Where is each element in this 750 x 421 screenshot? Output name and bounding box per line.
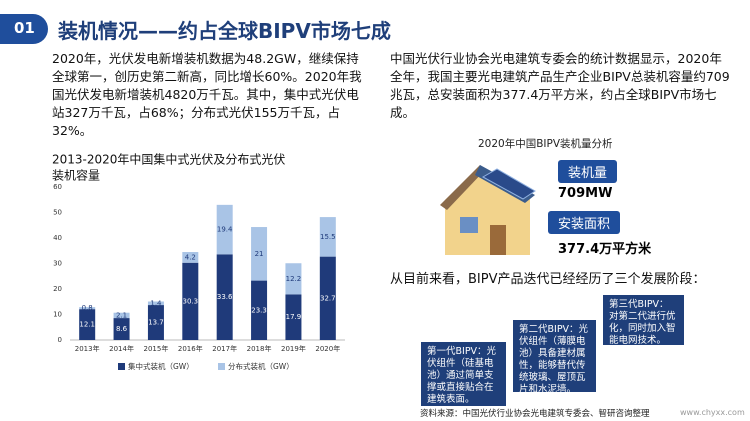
bar-segment <box>251 227 268 281</box>
legend-swatch <box>218 363 225 370</box>
area-tag: 安装面积 <box>548 211 621 234</box>
chart: 2013-2020年中国集中式光伏及分布式光伏 装机容量 0 10 20 30 40 50 6… <box>52 152 345 371</box>
house-icon <box>440 165 536 255</box>
bar-segment <box>113 312 130 319</box>
y-tick-label: 40 <box>53 234 62 242</box>
capacity-tag: 装机量 <box>558 160 618 183</box>
chart-title: 2013-2020年中国集中式光伏及分布式光伏 <box>52 152 285 167</box>
data-label: 0.8 <box>82 304 93 312</box>
header-badge <box>0 14 48 44</box>
x-tick-label: 2019年 <box>281 344 306 353</box>
bar-segment <box>182 252 199 263</box>
bar-segment <box>79 309 96 340</box>
stage-3: 第三代BIPV：对第二代进行优化，同时加入智能电网技术。 <box>600 295 684 346</box>
bar-segment <box>182 262 199 340</box>
website: www.chyxx.com <box>680 408 745 417</box>
x-tick-label: 2020年 <box>315 344 340 353</box>
x-tick-label: 2014年 <box>109 344 134 353</box>
data-label: 32.7 <box>320 294 336 302</box>
data-label: 8.6 <box>116 325 128 333</box>
area-value: 377.4万平方米 <box>558 242 652 257</box>
y-tick-label: 30 <box>53 260 62 268</box>
x-tick-label: 2015年 <box>144 344 169 353</box>
data-label: 12.2 <box>286 275 302 283</box>
left-paragraph: 2020年，光伏发电新增装机数据为48.2GW，继续保持全球第一，创历史第二新高… <box>52 51 362 138</box>
bar-segment <box>147 305 164 340</box>
section-number: 01 <box>14 19 35 37</box>
data-label: 1.4 <box>150 299 162 307</box>
legend-label: 分布式装机（GW） <box>228 361 294 371</box>
x-tick-label: 2017年 <box>212 344 237 353</box>
right-paragraph: 中国光伏行业协会光电建筑专委会的统计数据显示，2020年全年，我国主要光电建筑产… <box>390 51 730 120</box>
x-tick-label: 2018年 <box>247 344 272 353</box>
bar-segment <box>147 301 164 306</box>
bar-segment <box>251 280 268 340</box>
stages-intro: 从目前来看，BIPV产品迭代已经经历了三个发展阶段： <box>390 272 706 287</box>
data-label: 12.1 <box>79 321 95 329</box>
capacity-value: 709MW <box>558 186 613 201</box>
bar-segment <box>113 318 130 340</box>
data-label: 23.3 <box>251 306 267 314</box>
data-label: 33.6 <box>217 293 233 301</box>
y-tick-label: 0 <box>58 336 62 344</box>
data-label: 13.7 <box>148 319 164 327</box>
bar-segment <box>319 217 336 257</box>
y-tick-label: 60 <box>53 183 62 191</box>
bar-segment <box>285 263 302 295</box>
y-tick-label: 20 <box>53 285 62 293</box>
data-label: 30.3 <box>183 297 199 305</box>
x-tick-label: 2013年 <box>75 344 100 353</box>
stage-2: 第二代BIPV：光伏组件（薄膜电池）具备建材属性，能够替代传统玻璃、屋顶瓦片和水… <box>510 320 596 395</box>
data-label: 15.5 <box>320 233 336 241</box>
chart-title-cont: 装机容量 <box>52 168 100 183</box>
bar-segment <box>79 307 96 310</box>
legend-swatch <box>118 363 125 370</box>
source-note: 资料来源：中国光伏行业协会光电建筑专委会、智研咨询整理 <box>420 409 650 419</box>
data-label: 2.1 <box>116 311 127 319</box>
bipv-title: 2020年中国BIPV装机量分析 <box>478 138 613 150</box>
y-tick-label: 10 <box>53 311 62 319</box>
data-label: 4.2 <box>185 253 196 261</box>
data-label: 19.4 <box>217 226 233 234</box>
slide-title: 装机情况——约占全球BIPV市场七成 <box>58 19 391 43</box>
data-label: 21 <box>255 250 264 258</box>
bar-segment <box>216 204 233 255</box>
data-label: 17.9 <box>286 313 302 321</box>
legend-label: 集中式装机（GW） <box>128 361 194 371</box>
stage-1: 第一代BIPV：光伏组件（硅基电池）通过简单支撑或直接贴合在建筑表面。 <box>418 342 506 406</box>
bar-segment <box>319 256 336 340</box>
bar-segment <box>216 254 233 340</box>
bar-segment <box>285 294 302 340</box>
y-tick-label: 50 <box>53 209 62 217</box>
x-tick-label: 2016年 <box>178 344 203 353</box>
